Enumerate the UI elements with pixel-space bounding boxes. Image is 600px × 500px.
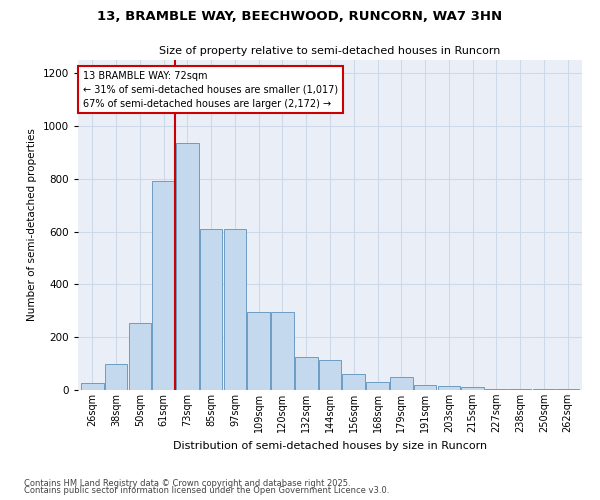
Y-axis label: Number of semi-detached properties: Number of semi-detached properties	[27, 128, 37, 322]
Bar	[343, 374, 365, 390]
Bar	[200, 229, 223, 390]
Bar	[81, 384, 104, 390]
Bar	[176, 143, 199, 390]
Text: 13 BRAMBLE WAY: 72sqm
← 31% of semi-detached houses are smaller (1,017)
67% of s: 13 BRAMBLE WAY: 72sqm ← 31% of semi-deta…	[83, 70, 338, 108]
Text: Contains public sector information licensed under the Open Government Licence v3: Contains public sector information licen…	[24, 486, 389, 495]
Bar	[366, 382, 389, 390]
Bar	[295, 357, 317, 390]
Bar	[437, 386, 460, 390]
Bar	[461, 388, 484, 390]
X-axis label: Distribution of semi-detached houses by size in Runcorn: Distribution of semi-detached houses by …	[173, 440, 487, 450]
Bar	[556, 388, 579, 390]
Bar	[414, 384, 436, 390]
Bar	[247, 312, 270, 390]
Title: Size of property relative to semi-detached houses in Runcorn: Size of property relative to semi-detach…	[160, 46, 500, 56]
Text: Contains HM Land Registry data © Crown copyright and database right 2025.: Contains HM Land Registry data © Crown c…	[24, 478, 350, 488]
Bar	[224, 229, 246, 390]
Bar	[152, 182, 175, 390]
Text: 13, BRAMBLE WAY, BEECHWOOD, RUNCORN, WA7 3HN: 13, BRAMBLE WAY, BEECHWOOD, RUNCORN, WA7…	[97, 10, 503, 22]
Bar	[105, 364, 127, 390]
Bar	[390, 377, 413, 390]
Bar	[319, 360, 341, 390]
Bar	[128, 322, 151, 390]
Bar	[509, 389, 532, 390]
Bar	[485, 388, 508, 390]
Bar	[271, 312, 294, 390]
